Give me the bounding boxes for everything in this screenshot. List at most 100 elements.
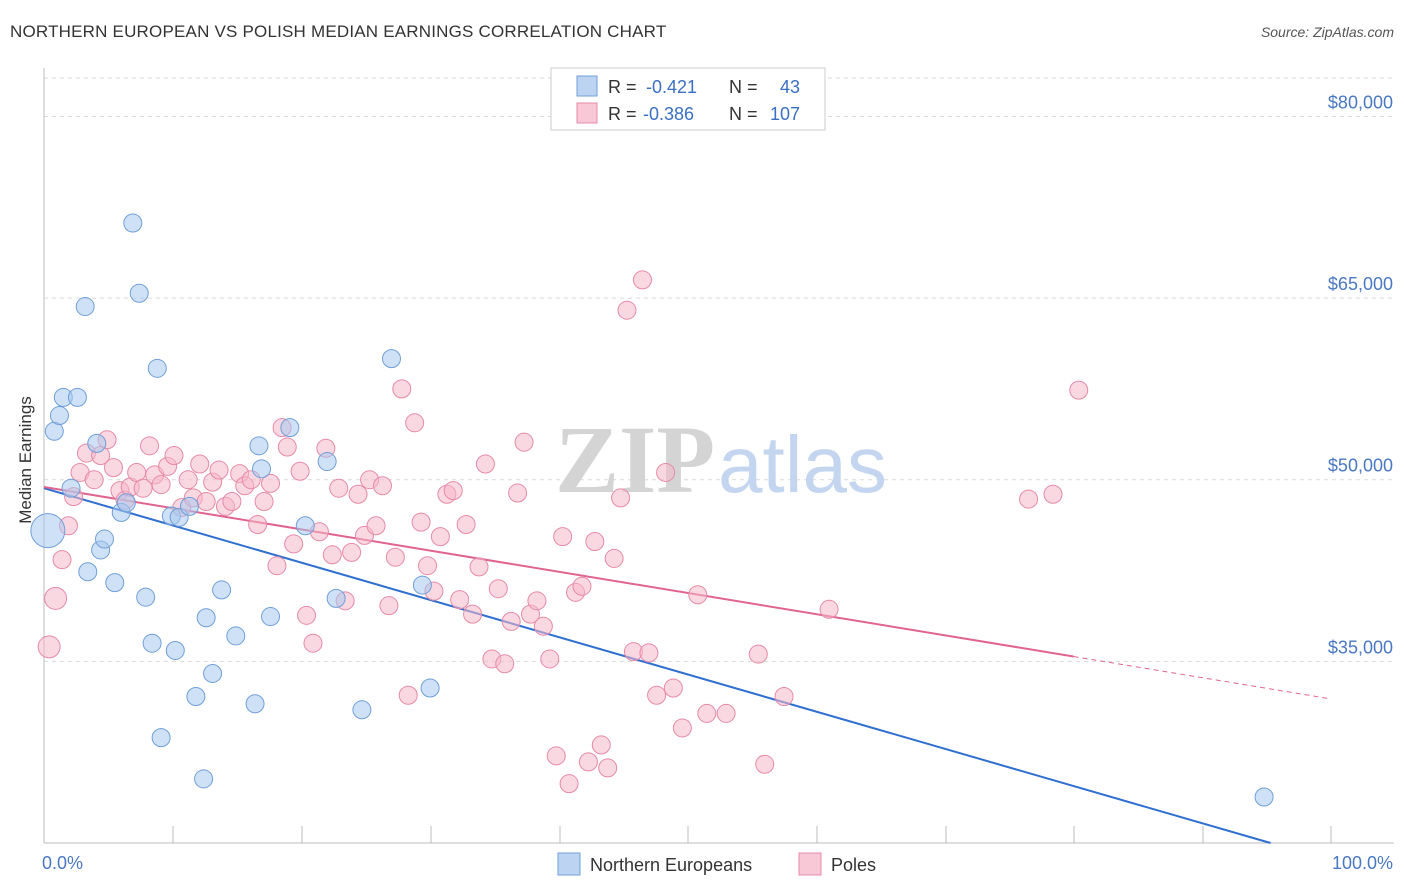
- poles-point: [647, 685, 667, 705]
- stats-legend-r-value-2: -0.386: [643, 104, 694, 124]
- poles-point: [385, 547, 405, 567]
- stats-legend-n-label-2: N =: [729, 104, 758, 124]
- x-ticks: 0.0% 100.0%: [42, 826, 1393, 873]
- poles-point: [819, 599, 839, 619]
- poles-points: [37, 270, 1089, 794]
- northern-europeans-point: [105, 573, 125, 593]
- poles-point: [222, 492, 242, 512]
- northern-europeans-point: [261, 607, 281, 627]
- northern-europeans-point: [326, 588, 346, 608]
- poles-point: [342, 542, 362, 562]
- northern-europeans-point: [412, 575, 432, 595]
- watermark: ZIP atlas: [555, 406, 887, 513]
- poles-point: [178, 470, 198, 490]
- y-tick-labels: $35,000 $50,000 $65,000 $80,000: [1328, 92, 1393, 657]
- northern-europeans-point: [129, 283, 149, 303]
- poles-point: [392, 379, 412, 399]
- poles-point: [261, 473, 281, 493]
- y-tick-label: $65,000: [1328, 274, 1393, 294]
- poles-point: [164, 446, 184, 465]
- northern-europeans-point: [179, 496, 199, 516]
- poles-point: [463, 604, 483, 624]
- watermark-zip: ZIP: [555, 406, 715, 513]
- stats-legend-swatch-blue: [576, 75, 598, 97]
- northern-europeans-point: [196, 608, 216, 628]
- northern-europeans-point: [212, 580, 232, 600]
- northern-europeans-point: [1254, 787, 1274, 807]
- poles-point: [151, 475, 171, 495]
- poles-point: [297, 605, 317, 625]
- trend-lines: [43, 485, 1332, 844]
- poles-point: [190, 454, 210, 474]
- poles-point: [411, 512, 431, 532]
- poles-point: [248, 515, 268, 535]
- poles-point: [254, 492, 274, 512]
- poles-point: [578, 752, 598, 772]
- stats-legend-n-value-2: 107: [770, 104, 800, 124]
- northern-europeans-point: [61, 478, 81, 498]
- northern-europeans-point: [352, 700, 372, 720]
- poles-point: [1043, 484, 1063, 504]
- stats-legend-swatch-pink: [576, 102, 598, 124]
- poles-point: [639, 643, 659, 663]
- poles-point: [469, 557, 489, 577]
- poles-point: [501, 611, 521, 631]
- northern-europeans-point: [49, 406, 69, 426]
- poles-point: [379, 596, 399, 616]
- poles-point: [103, 458, 123, 478]
- poles-point: [527, 591, 547, 611]
- poles-point: [591, 735, 611, 755]
- northern-europeans-point: [67, 387, 87, 407]
- poles-point: [533, 616, 553, 636]
- northern-europeans-point: [123, 213, 143, 233]
- poles-point: [405, 413, 425, 433]
- y-tick-label: $80,000: [1328, 92, 1393, 112]
- northern-europeans-point: [295, 516, 315, 536]
- chart-source: Source: ZipAtlas.com: [1260, 24, 1394, 40]
- northern-europeans-point: [203, 663, 223, 683]
- poles-point: [348, 484, 368, 504]
- northern-europeans-point: [165, 640, 185, 660]
- chart-title: NORTHERN EUROPEAN VS POLISH MEDIAN EARNI…: [10, 22, 667, 41]
- northern-europeans-point: [186, 686, 206, 706]
- poles-point: [508, 483, 528, 503]
- poles-trend-line: [43, 485, 1074, 658]
- y-axis-label: Median Earnings: [16, 396, 35, 524]
- legend-label-poles: Poles: [831, 855, 876, 875]
- northern-europeans-point: [142, 633, 162, 653]
- stats-legend-n-value-1: 43: [780, 77, 800, 97]
- poles-point: [663, 678, 683, 698]
- poles-point: [716, 703, 736, 723]
- poles-point: [617, 300, 637, 320]
- poles-point: [672, 718, 692, 738]
- poles-point: [656, 462, 676, 482]
- poles-point: [196, 492, 216, 512]
- poles-point: [748, 644, 768, 664]
- poles-point: [290, 461, 310, 481]
- y-tick-label: $50,000: [1328, 456, 1393, 476]
- y-tick-label: $35,000: [1328, 637, 1393, 657]
- poles-point: [540, 649, 560, 669]
- northern-europeans-point: [245, 694, 265, 714]
- watermark-atlas: atlas: [718, 420, 887, 509]
- poles-point: [475, 454, 495, 474]
- northern-europeans-point: [136, 587, 156, 607]
- northern-europeans-point: [78, 562, 98, 582]
- northern-europeans-point: [317, 452, 337, 472]
- poles-point: [140, 436, 160, 456]
- northern-europeans-point: [381, 349, 401, 369]
- legend-label-northern-europeans: Northern Europeans: [590, 855, 752, 875]
- series-legend: Northern Europeans Poles: [557, 852, 876, 876]
- stats-legend: R = -0.421 N = 43 R = -0.386 N = 107: [550, 67, 826, 131]
- poles-point: [514, 432, 534, 452]
- poles-point: [559, 774, 579, 794]
- northern-europeans-point: [75, 297, 95, 317]
- poles-point: [84, 470, 104, 490]
- northern-europeans-point: [226, 626, 246, 646]
- northern-europeans-point: [420, 678, 440, 698]
- poles-point: [329, 478, 349, 498]
- poles-point: [598, 758, 618, 778]
- x-tick-label-end: 100.0%: [1332, 853, 1393, 873]
- stats-legend-r-value-1: -0.421: [646, 77, 697, 97]
